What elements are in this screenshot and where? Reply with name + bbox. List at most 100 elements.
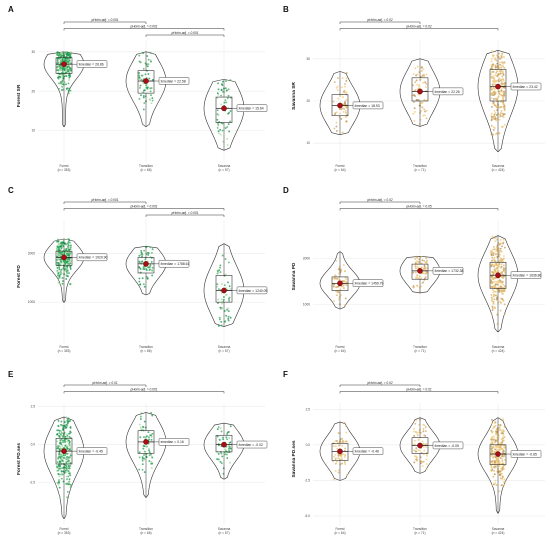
data-point: [414, 267, 417, 270]
data-point: [412, 286, 415, 289]
data-point: [219, 128, 222, 131]
data-point: [496, 62, 499, 65]
data-point: [67, 60, 70, 63]
data-point: [345, 431, 348, 434]
data-point: [493, 422, 496, 425]
data-point: [143, 249, 146, 252]
data-point: [62, 424, 65, 427]
data-point: [500, 472, 503, 475]
data-point: [141, 277, 144, 280]
data-point: [340, 270, 342, 272]
data-point: [342, 96, 344, 99]
data-point: [343, 103, 345, 106]
data-point: [217, 426, 220, 429]
data-point: [423, 449, 426, 452]
data-point: [340, 108, 343, 111]
data-point: [68, 472, 71, 475]
data-point: [148, 98, 151, 101]
data-point: [336, 85, 339, 88]
data-point: [500, 289, 503, 292]
data-point: [494, 479, 497, 482]
data-point: [227, 112, 230, 115]
data-point: [335, 259, 338, 262]
data-point: [65, 467, 68, 470]
data-point: [67, 70, 70, 73]
violin: [203, 243, 245, 327]
data-point: [502, 270, 505, 273]
data-point: [495, 54, 498, 57]
data-point: [222, 438, 225, 441]
x-tick-label: Forest: [59, 345, 68, 349]
data-point: [496, 431, 499, 434]
median-label: x̄median = -0.45: [78, 449, 103, 453]
y-tick-label: 2.5: [31, 405, 36, 409]
data-point: [497, 459, 500, 462]
data-point: [493, 77, 496, 79]
x-count-label: (n = 353): [58, 531, 71, 535]
data-point: [501, 455, 503, 458]
data-point: [138, 254, 141, 257]
data-point: [490, 57, 493, 60]
data-point: [58, 251, 61, 254]
data-point: [65, 265, 67, 268]
data-point: [502, 78, 505, 81]
data-point: [501, 297, 503, 300]
y-tick-label: 30: [306, 57, 310, 61]
data-point: [492, 63, 495, 66]
data-point: [492, 475, 495, 478]
data-point: [502, 267, 505, 270]
data-point: [490, 280, 493, 283]
data-point: [502, 82, 505, 85]
data-point: [335, 129, 338, 132]
data-point: [69, 267, 72, 270]
data-point: [65, 243, 68, 246]
data-point: [139, 426, 142, 429]
data-point: [59, 68, 62, 71]
data-point: [141, 425, 144, 428]
median-label-box: [432, 267, 464, 275]
data-point: [501, 271, 504, 274]
x-count-label: (n = 66): [140, 168, 151, 172]
data-point: [498, 470, 501, 473]
data-point: [494, 290, 496, 293]
median-label: x̄median = 23.42: [512, 85, 537, 89]
violin: [319, 71, 361, 136]
data-point: [343, 455, 346, 458]
data-point: [226, 97, 229, 100]
data-point: [228, 285, 231, 288]
significance-bracket: [63, 384, 147, 387]
data-point: [150, 411, 153, 414]
data-point: [501, 273, 504, 276]
data-point: [490, 461, 493, 464]
data-point: [56, 481, 59, 484]
mean-point: [495, 451, 501, 457]
data-point: [219, 306, 222, 309]
data-point: [56, 440, 59, 443]
data-point: [497, 446, 500, 449]
data-point: [494, 58, 497, 61]
data-point: [143, 471, 146, 474]
data-point: [62, 429, 65, 431]
data-point: [491, 484, 494, 487]
data-point: [413, 119, 416, 122]
data-point: [341, 77, 344, 80]
data-point: [494, 83, 497, 86]
y-tick-label: 20: [31, 89, 35, 93]
data-point: [216, 92, 219, 95]
panel-d: D Savanna PD 2000 1000 pHolm-adj. = 0.02 pHol…: [283, 186, 545, 353]
data-point: [337, 454, 340, 457]
data-point: [422, 453, 425, 456]
data-point: [148, 460, 151, 462]
data-point: [495, 446, 498, 449]
data-point: [58, 473, 60, 476]
x-count-label: (n = 57): [218, 349, 229, 353]
data-point: [503, 123, 506, 126]
data-point: [496, 323, 499, 325]
panel-c: C Forest PD 2000 1000 pHolm-adj. = 0.001 pHol…: [8, 186, 268, 353]
data-point: [342, 287, 345, 290]
data-point: [141, 457, 144, 460]
data-point: [216, 113, 219, 116]
data-point: [492, 64, 494, 67]
data-point: [494, 92, 496, 95]
x-count-label: (n = 57): [218, 168, 229, 172]
